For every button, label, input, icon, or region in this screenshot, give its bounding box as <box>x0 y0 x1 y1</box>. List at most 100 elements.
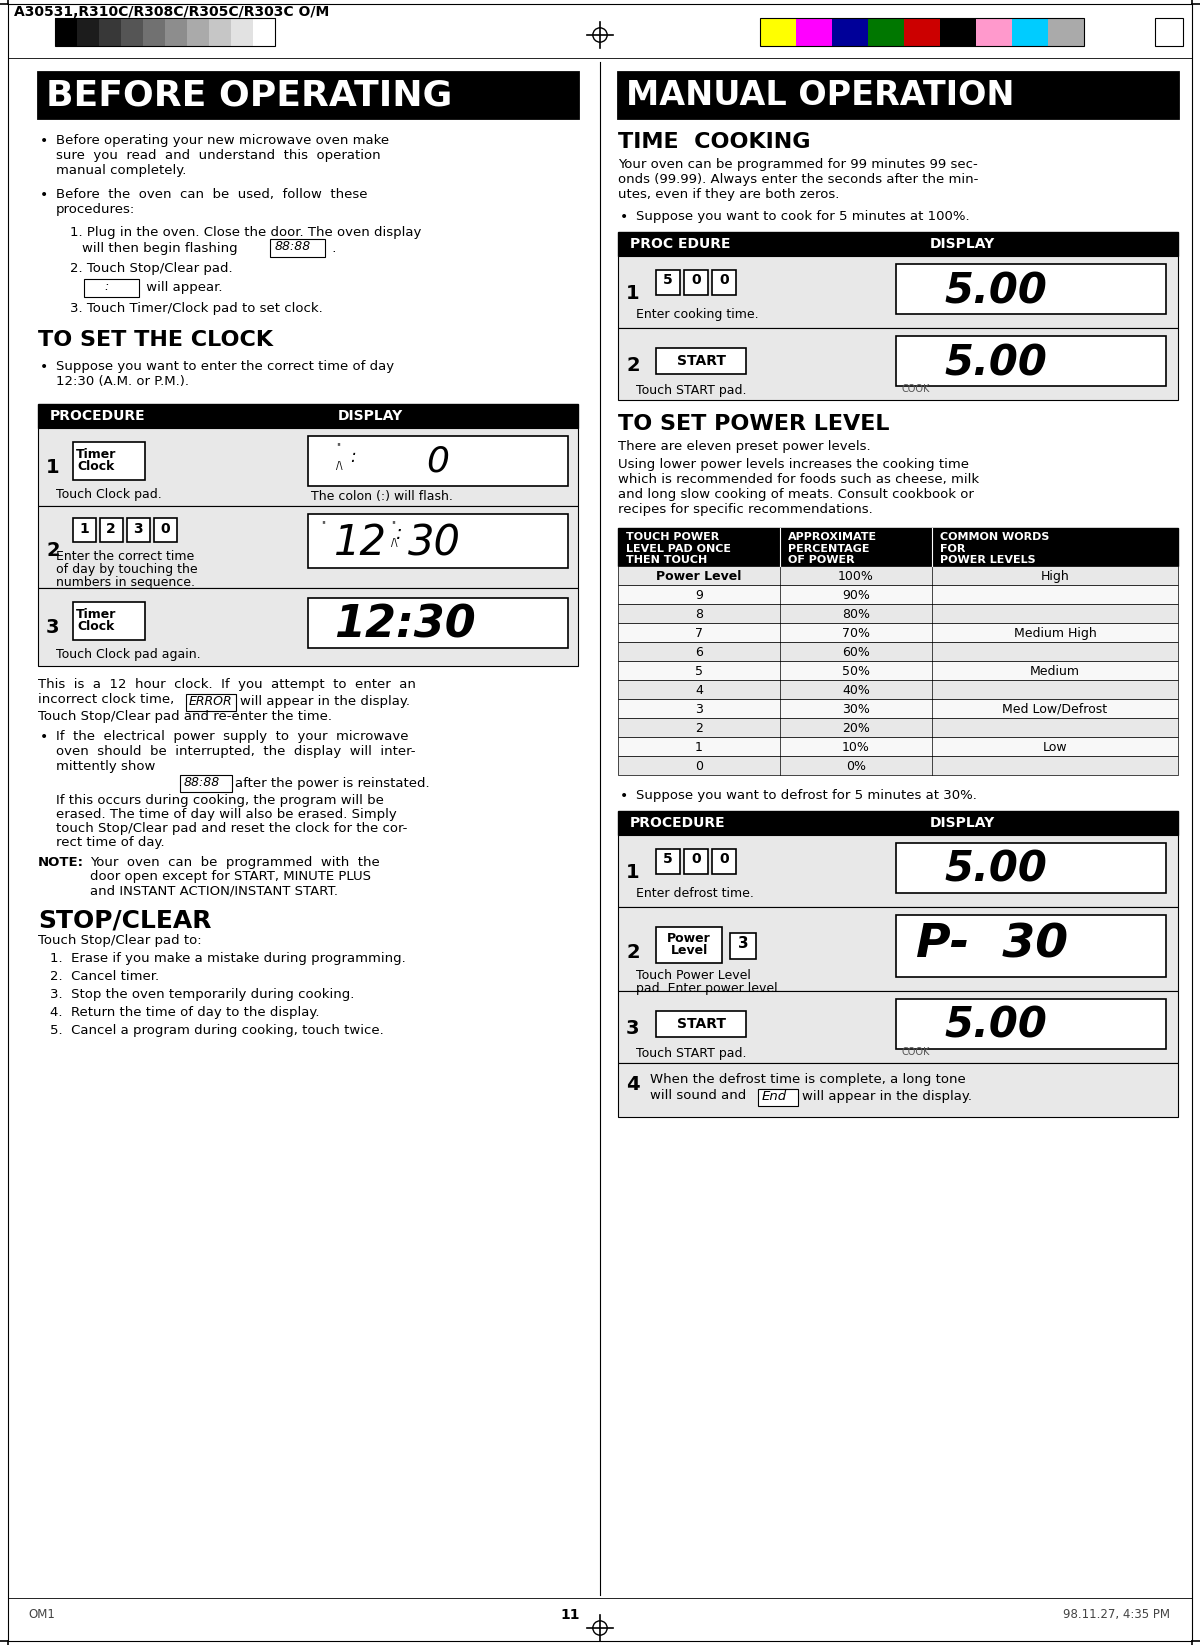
Text: Clock: Clock <box>77 461 115 474</box>
Text: 3: 3 <box>46 619 60 637</box>
Text: 1: 1 <box>626 285 640 303</box>
Text: 5.  Cancel a program during cooking, touch twice.: 5. Cancel a program during cooking, touc… <box>50 1023 384 1036</box>
Text: 12:30: 12:30 <box>334 604 475 646</box>
Text: Power: Power <box>667 933 710 944</box>
Text: Power Level: Power Level <box>656 571 742 582</box>
Bar <box>684 270 708 294</box>
Text: will appear.: will appear. <box>142 281 222 294</box>
Text: Level: Level <box>671 944 708 957</box>
Bar <box>1048 18 1084 46</box>
Bar <box>38 405 578 428</box>
Bar <box>618 604 1178 623</box>
Text: NOTE:: NOTE: <box>38 855 84 869</box>
Text: TOUCH POWER
LEVEL PAD ONCE
THEN TOUCH: TOUCH POWER LEVEL PAD ONCE THEN TOUCH <box>626 531 731 566</box>
Text: 8: 8 <box>695 609 703 622</box>
Bar <box>832 18 868 46</box>
Text: 3: 3 <box>626 1018 640 1038</box>
Bar <box>618 327 1178 400</box>
Text: 5: 5 <box>664 273 673 286</box>
Text: 60%: 60% <box>842 646 870 660</box>
Text: Enter defrost time.: Enter defrost time. <box>636 887 754 900</box>
Bar <box>166 18 187 46</box>
Bar <box>618 1063 1178 1117</box>
Bar <box>760 18 1084 46</box>
Text: .: . <box>328 242 336 255</box>
Bar <box>308 513 568 568</box>
Bar <box>868 18 904 46</box>
Text: Touch START pad.: Touch START pad. <box>636 1046 746 1059</box>
Bar <box>618 906 1178 990</box>
Text: •: • <box>620 211 629 224</box>
Text: numbers in sequence.: numbers in sequence. <box>56 576 194 589</box>
Text: 88:88: 88:88 <box>184 776 221 790</box>
Text: 3: 3 <box>738 936 749 951</box>
Text: The colon (:) will flash.: The colon (:) will flash. <box>311 490 452 503</box>
Text: 5.00: 5.00 <box>944 1005 1046 1046</box>
Text: 5.00: 5.00 <box>944 270 1046 313</box>
Text: 2: 2 <box>626 355 640 375</box>
Text: 3: 3 <box>695 702 703 716</box>
Text: Using lower power levels increases the cooking time
which is recommended for foo: Using lower power levels increases the c… <box>618 457 979 517</box>
Bar <box>618 990 1178 1063</box>
Text: 0: 0 <box>719 852 728 865</box>
Text: 70%: 70% <box>842 627 870 640</box>
Bar <box>896 915 1166 977</box>
Text: 1: 1 <box>79 521 89 536</box>
Text: 0%: 0% <box>846 760 866 773</box>
Text: 5: 5 <box>664 852 673 865</box>
Text: End: End <box>762 1091 787 1104</box>
Text: 0: 0 <box>426 444 449 479</box>
Text: erased. The time of day will also be erased. Simply: erased. The time of day will also be era… <box>56 808 397 821</box>
Text: 90%: 90% <box>842 589 870 602</box>
Bar <box>308 436 568 485</box>
Bar <box>896 336 1166 387</box>
Bar <box>253 18 275 46</box>
Bar <box>896 999 1166 1050</box>
Bar <box>656 349 746 373</box>
Bar <box>1154 18 1183 46</box>
Bar <box>618 72 1178 118</box>
Text: PROCEDURE: PROCEDURE <box>630 816 726 831</box>
Text: 3: 3 <box>133 521 143 536</box>
Text: Touch Stop/Clear pad to:: Touch Stop/Clear pad to: <box>38 934 202 948</box>
Bar <box>712 849 736 873</box>
Text: 1: 1 <box>46 457 60 477</box>
Text: DISPLAY: DISPLAY <box>930 816 995 831</box>
Bar <box>976 18 1012 46</box>
Text: 1: 1 <box>626 864 640 882</box>
Text: 2: 2 <box>46 541 60 559</box>
Text: Before operating your new microwave oven make
sure  you  read  and  understand  : Before operating your new microwave oven… <box>56 133 389 178</box>
Text: 5.00: 5.00 <box>944 342 1046 383</box>
Bar <box>1012 18 1048 46</box>
Text: PROC EDURE: PROC EDURE <box>630 237 731 252</box>
Text: Medium High: Medium High <box>1014 627 1097 640</box>
Bar <box>618 757 1178 775</box>
Text: of day by touching the: of day by touching the <box>56 563 198 576</box>
Text: 5.00: 5.00 <box>944 849 1046 892</box>
Text: 9: 9 <box>695 589 703 602</box>
Text: P-  30: P- 30 <box>916 923 1068 967</box>
Bar <box>618 528 1178 566</box>
Text: touch Stop/Clear pad and reset the clock for the cor-: touch Stop/Clear pad and reset the clock… <box>56 822 407 836</box>
Text: pad. Enter power level.: pad. Enter power level. <box>636 982 781 995</box>
Text: •: • <box>40 730 48 744</box>
Bar <box>187 18 209 46</box>
Bar <box>84 280 139 298</box>
Text: /\: /\ <box>336 461 342 470</box>
Text: 100%: 100% <box>838 571 874 582</box>
Text: This  is  a  12  hour  clock.  If  you  attempt  to  enter  an
incorrect clock t: This is a 12 hour clock. If you attempt … <box>38 678 416 706</box>
Bar <box>38 587 578 666</box>
Bar <box>77 18 98 46</box>
Text: :: : <box>104 280 108 293</box>
Bar <box>940 18 976 46</box>
Text: Enter the correct time: Enter the correct time <box>56 549 194 563</box>
Bar <box>73 518 96 541</box>
Bar <box>154 518 178 541</box>
Text: Clock: Clock <box>77 620 115 633</box>
Bar <box>618 836 1178 906</box>
Text: 2. Touch Stop/Clear pad.: 2. Touch Stop/Clear pad. <box>70 262 233 275</box>
Text: 20%: 20% <box>842 722 870 735</box>
Text: If this occurs during cooking, the program will be: If this occurs during cooking, the progr… <box>56 795 384 808</box>
Text: TO SET POWER LEVEL: TO SET POWER LEVEL <box>618 415 889 434</box>
Bar <box>904 18 940 46</box>
